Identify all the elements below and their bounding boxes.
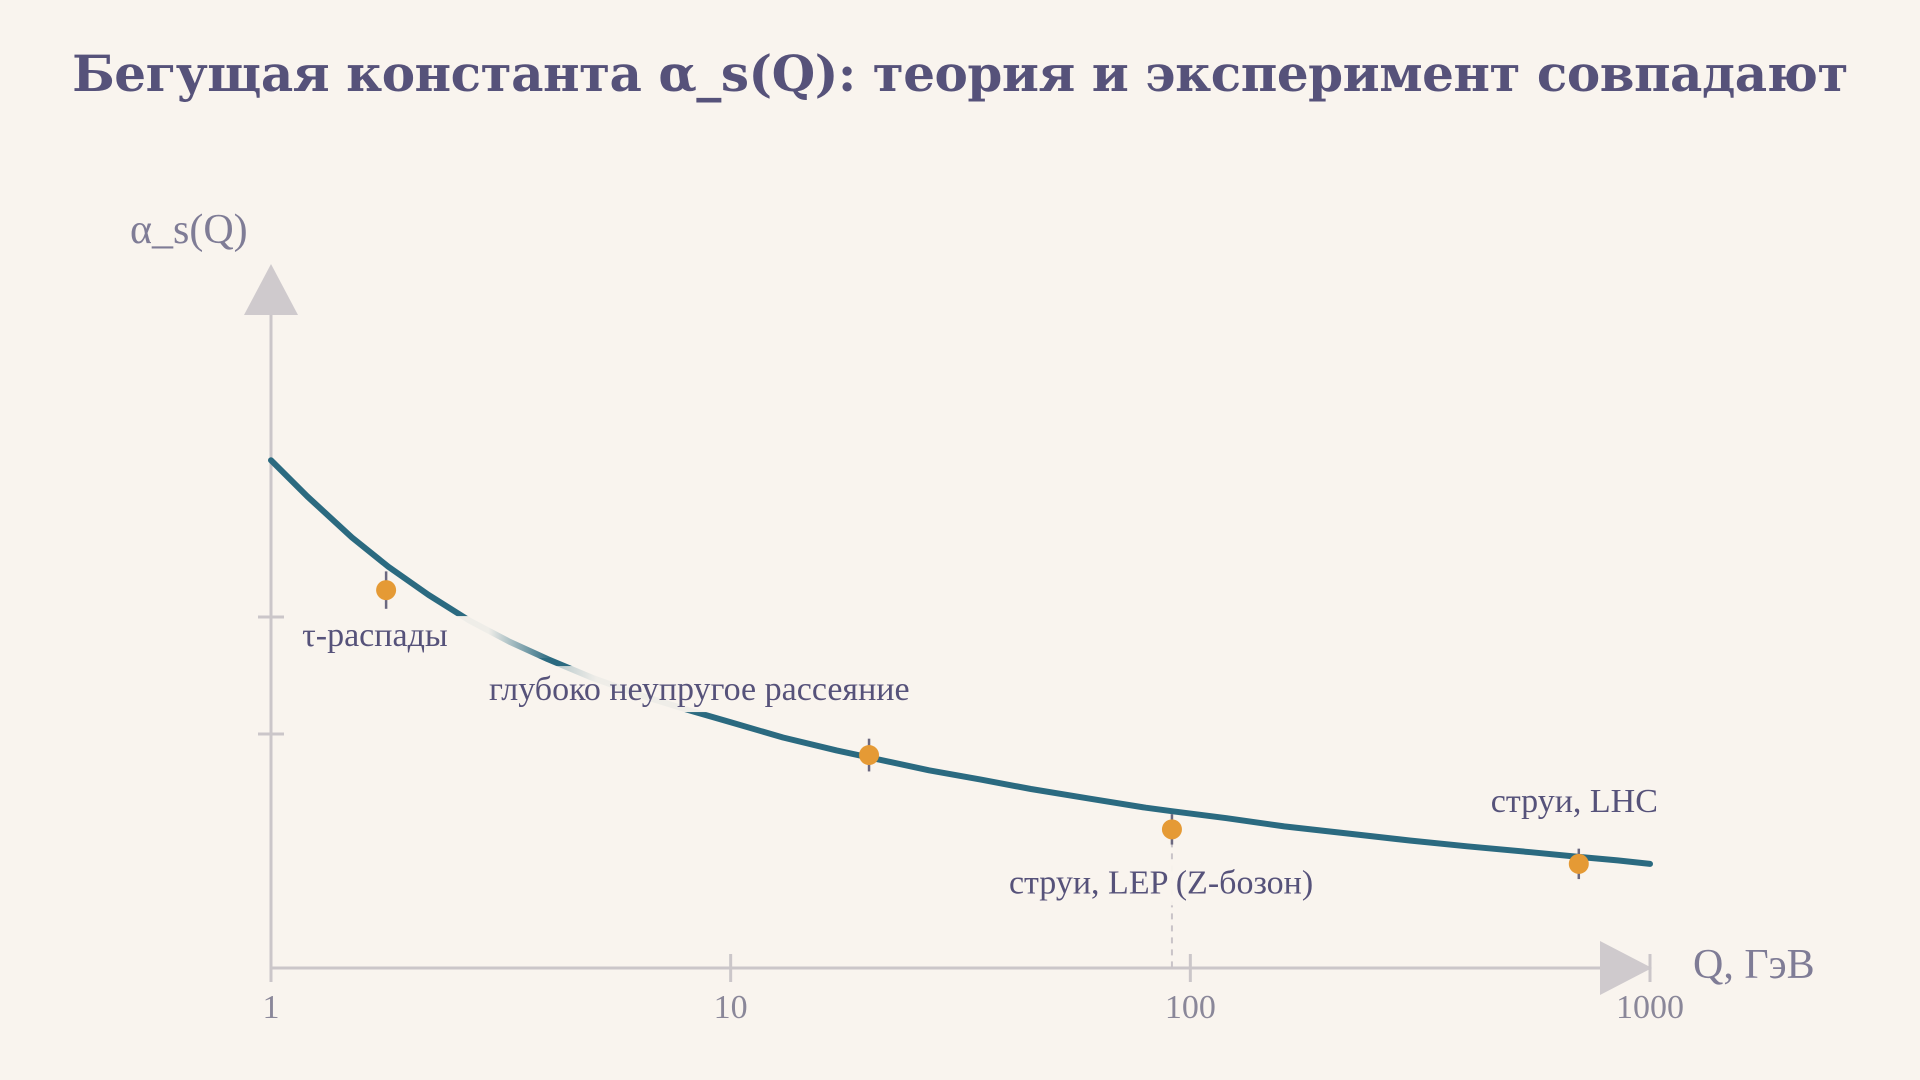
x-tick-label-3: 1000 — [1616, 989, 1684, 1026]
label-backdrop-2 — [1001, 859, 1342, 906]
label-backdrop-0 — [301, 616, 552, 659]
point-label-3: струи, LHC — [1491, 783, 1658, 820]
theory-curve-group — [268, 457, 1653, 867]
x-tick-label-0: 1 — [263, 989, 280, 1026]
y-axis-arrow — [244, 264, 298, 315]
data-point-3 — [1568, 853, 1589, 874]
theory-curve — [268, 457, 1653, 867]
point-label-2: струи, LEP (Z-бозон) — [1009, 864, 1313, 901]
measurement-points — [376, 571, 1589, 968]
point-label-1: глубоко неупругое рассеяние — [489, 671, 910, 708]
x-axis-title: Q, ГэВ — [1693, 942, 1815, 988]
axes: 1 10 100 1000 — [244, 264, 1684, 1026]
data-point-2 — [1161, 819, 1182, 840]
label-backdrop-1 — [449, 666, 1040, 713]
chart-title: Бегущая константа α_s(Q): теория и экспе… — [72, 44, 1848, 103]
point-labels: τ-распады глубоко неупругое рассеяние стру… — [301, 616, 1658, 906]
point-label-0: τ-распады — [302, 617, 448, 654]
y-axis-title: α_s(Q) — [130, 207, 248, 253]
x-tick-label-1: 10 — [714, 989, 748, 1026]
x-tick-label-2: 100 — [1165, 989, 1216, 1026]
data-point-1 — [859, 745, 880, 766]
x-axis-arrow — [1600, 941, 1652, 995]
data-point-0 — [376, 580, 397, 601]
